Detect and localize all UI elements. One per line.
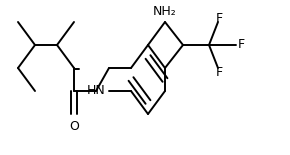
Text: NH₂: NH₂	[153, 5, 177, 18]
Text: F: F	[238, 38, 245, 51]
Text: F: F	[216, 66, 223, 78]
Text: HN: HN	[87, 84, 105, 97]
Text: O: O	[69, 120, 79, 133]
Text: F: F	[216, 11, 223, 24]
